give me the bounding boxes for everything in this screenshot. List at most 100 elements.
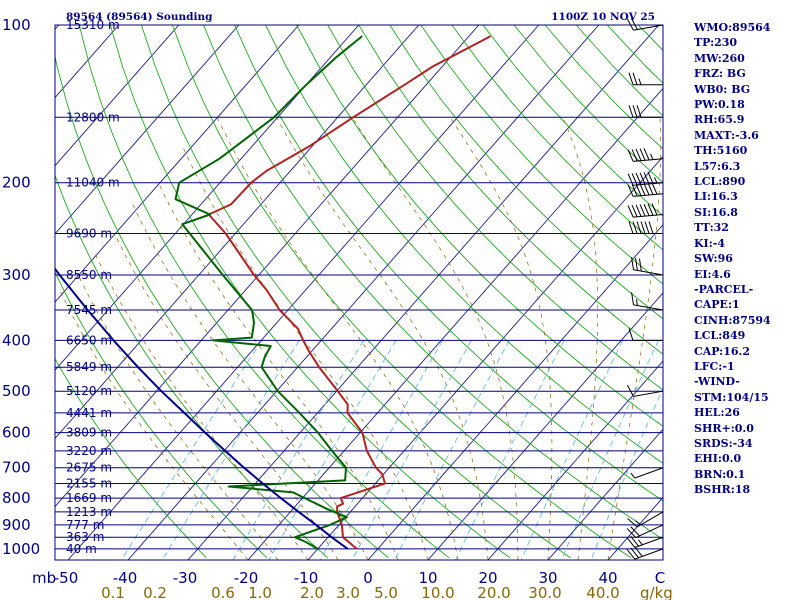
wind-barb: [628, 328, 663, 341]
moist-adiabat-line: [449, 117, 553, 560]
dry-adiabat-line: [171, 25, 632, 559]
mixing-ratio-tick-label: 40.0: [586, 584, 619, 600]
sounding-indices-panel: WMO:89564 TP:230 MW:260 FRZ: BG WB0: BG PW:0.…: [694, 20, 800, 498]
mixing-ratio-unit-label: g/kg: [640, 584, 673, 600]
index-line: -PARCEL-: [694, 282, 754, 296]
dry-adiabat-line: [140, 25, 571, 559]
isotherm-line: [55, 25, 360, 371]
index-line: LI:16.3: [694, 190, 738, 204]
height-label: 11040 m: [66, 176, 120, 190]
dry-adiabat-line: [55, 174, 329, 559]
mixing-ratio-line: [268, 340, 397, 560]
dry-adiabat-line: [78, 25, 450, 559]
isotherm-line: [55, 25, 300, 303]
mixing-ratio-line: [120, 340, 263, 560]
pressure-tick-label: 700: [2, 459, 31, 477]
dry-adiabat-line: [109, 25, 511, 559]
index-line: SRDS:-34: [694, 436, 753, 450]
wind-barb: [626, 18, 664, 31]
index-line: SI:16.8: [694, 205, 738, 219]
dry-adiabat-line: [55, 54, 389, 559]
mixing-ratio-line: [561, 340, 659, 560]
index-line: CAP:16.2: [694, 344, 751, 358]
moist-adiabat-line: [181, 145, 429, 560]
isotherm-line: [427, 292, 663, 560]
index-line: LFC:-1: [694, 359, 735, 373]
pressure-tick-label: 900: [2, 516, 31, 534]
isotherm-line: [487, 360, 663, 560]
temperature-tick-label: -40: [113, 569, 138, 587]
pressure-tick-label: 400: [2, 331, 31, 349]
index-line: WB0: BG: [694, 82, 751, 96]
temperature-tick-label: -30: [173, 569, 198, 587]
wind-barb: [626, 385, 664, 397]
wind-barb: [628, 72, 663, 86]
height-label: 3809 m: [66, 426, 112, 440]
chart-title: 89564 (89564) Sounding: [66, 11, 213, 23]
index-line: TP:230: [694, 36, 738, 50]
dry-adiabat-line: [420, 25, 663, 285]
isotherm-line: [607, 496, 663, 560]
height-label: 5120 m: [66, 384, 112, 398]
mixing-ratio-tick-label: 20.0: [477, 584, 510, 600]
index-line: EI:4.6: [694, 267, 731, 281]
height-label: 2155 m: [66, 476, 112, 490]
dry-adiabat-line: [55, 357, 207, 559]
temperature-tick-label: -10: [294, 569, 319, 587]
mixing-ratio-tick-label: 2.0: [300, 584, 324, 600]
parcel-trace: [55, 267, 349, 550]
temperature-tick-label: 0: [363, 569, 373, 587]
pressure-axis-label: mb: [32, 569, 56, 587]
temperature-tick-label: -50: [54, 569, 79, 587]
dry-adiabat-line: [451, 25, 663, 251]
index-line: CINH:87594: [694, 313, 771, 327]
pressure-tick-label: 1000: [2, 540, 40, 558]
height-label: 40 m: [66, 542, 97, 556]
mixing-ratio-line: [590, 387, 663, 560]
isotherm-line: [367, 224, 663, 560]
mixing-ratio-tick-label: 0.1: [101, 584, 125, 600]
index-line: LCL:890: [694, 175, 746, 189]
wind-barb: [626, 524, 664, 539]
isotherm-line: [127, 25, 600, 560]
moist-adiabat-line: [562, 117, 599, 560]
index-line: TT:32: [694, 221, 729, 235]
index-line: HEL:26: [694, 406, 740, 420]
height-label: 363 m: [66, 530, 104, 544]
index-line: LCL:849: [694, 329, 746, 343]
moist-adiabat-line: [132, 204, 369, 560]
temperature-tick-label: 10: [418, 569, 437, 587]
mixing-ratio-line: [520, 340, 623, 560]
moist-adiabat-line: [157, 182, 399, 560]
mixing-ratio-line: [161, 340, 300, 560]
plot-frame: [54, 24, 664, 561]
isotherm-line: [55, 25, 240, 235]
moist-adiabat-line: [352, 117, 519, 560]
wind-barb: [627, 171, 664, 186]
dry-adiabat-line: [234, 25, 663, 502]
pressure-tick-label: 200: [2, 174, 31, 192]
dry-adiabat-line: [203, 25, 663, 540]
index-line: EHI:0.0: [694, 452, 742, 466]
wind-barb: [631, 292, 664, 311]
isotherm-line: [55, 25, 420, 440]
height-label: 6650 m: [66, 333, 112, 347]
wind-barb: [627, 203, 664, 218]
wind-barb: [627, 182, 664, 197]
moist-adiabat-line: [77, 274, 279, 560]
index-line: L57:6.3: [694, 159, 741, 173]
height-label: 8550 m: [66, 268, 112, 282]
pressure-tick-label: 100: [2, 16, 31, 34]
moist-adiabat-line: [93, 250, 309, 560]
wind-barb: [627, 148, 664, 162]
mixing-ratio-tick-label: 1.0: [248, 584, 272, 600]
wind-barb: [628, 105, 663, 118]
mixing-ratio-tick-label: 10.0: [421, 584, 454, 600]
index-line: PW:0.18: [694, 98, 745, 112]
index-line: SW:96: [694, 252, 733, 266]
height-label: 7545 m: [66, 303, 112, 317]
mixing-ratio-tick-label: 0.2: [143, 584, 167, 600]
wind-barb: [627, 511, 664, 528]
wind-barb: [631, 257, 664, 276]
